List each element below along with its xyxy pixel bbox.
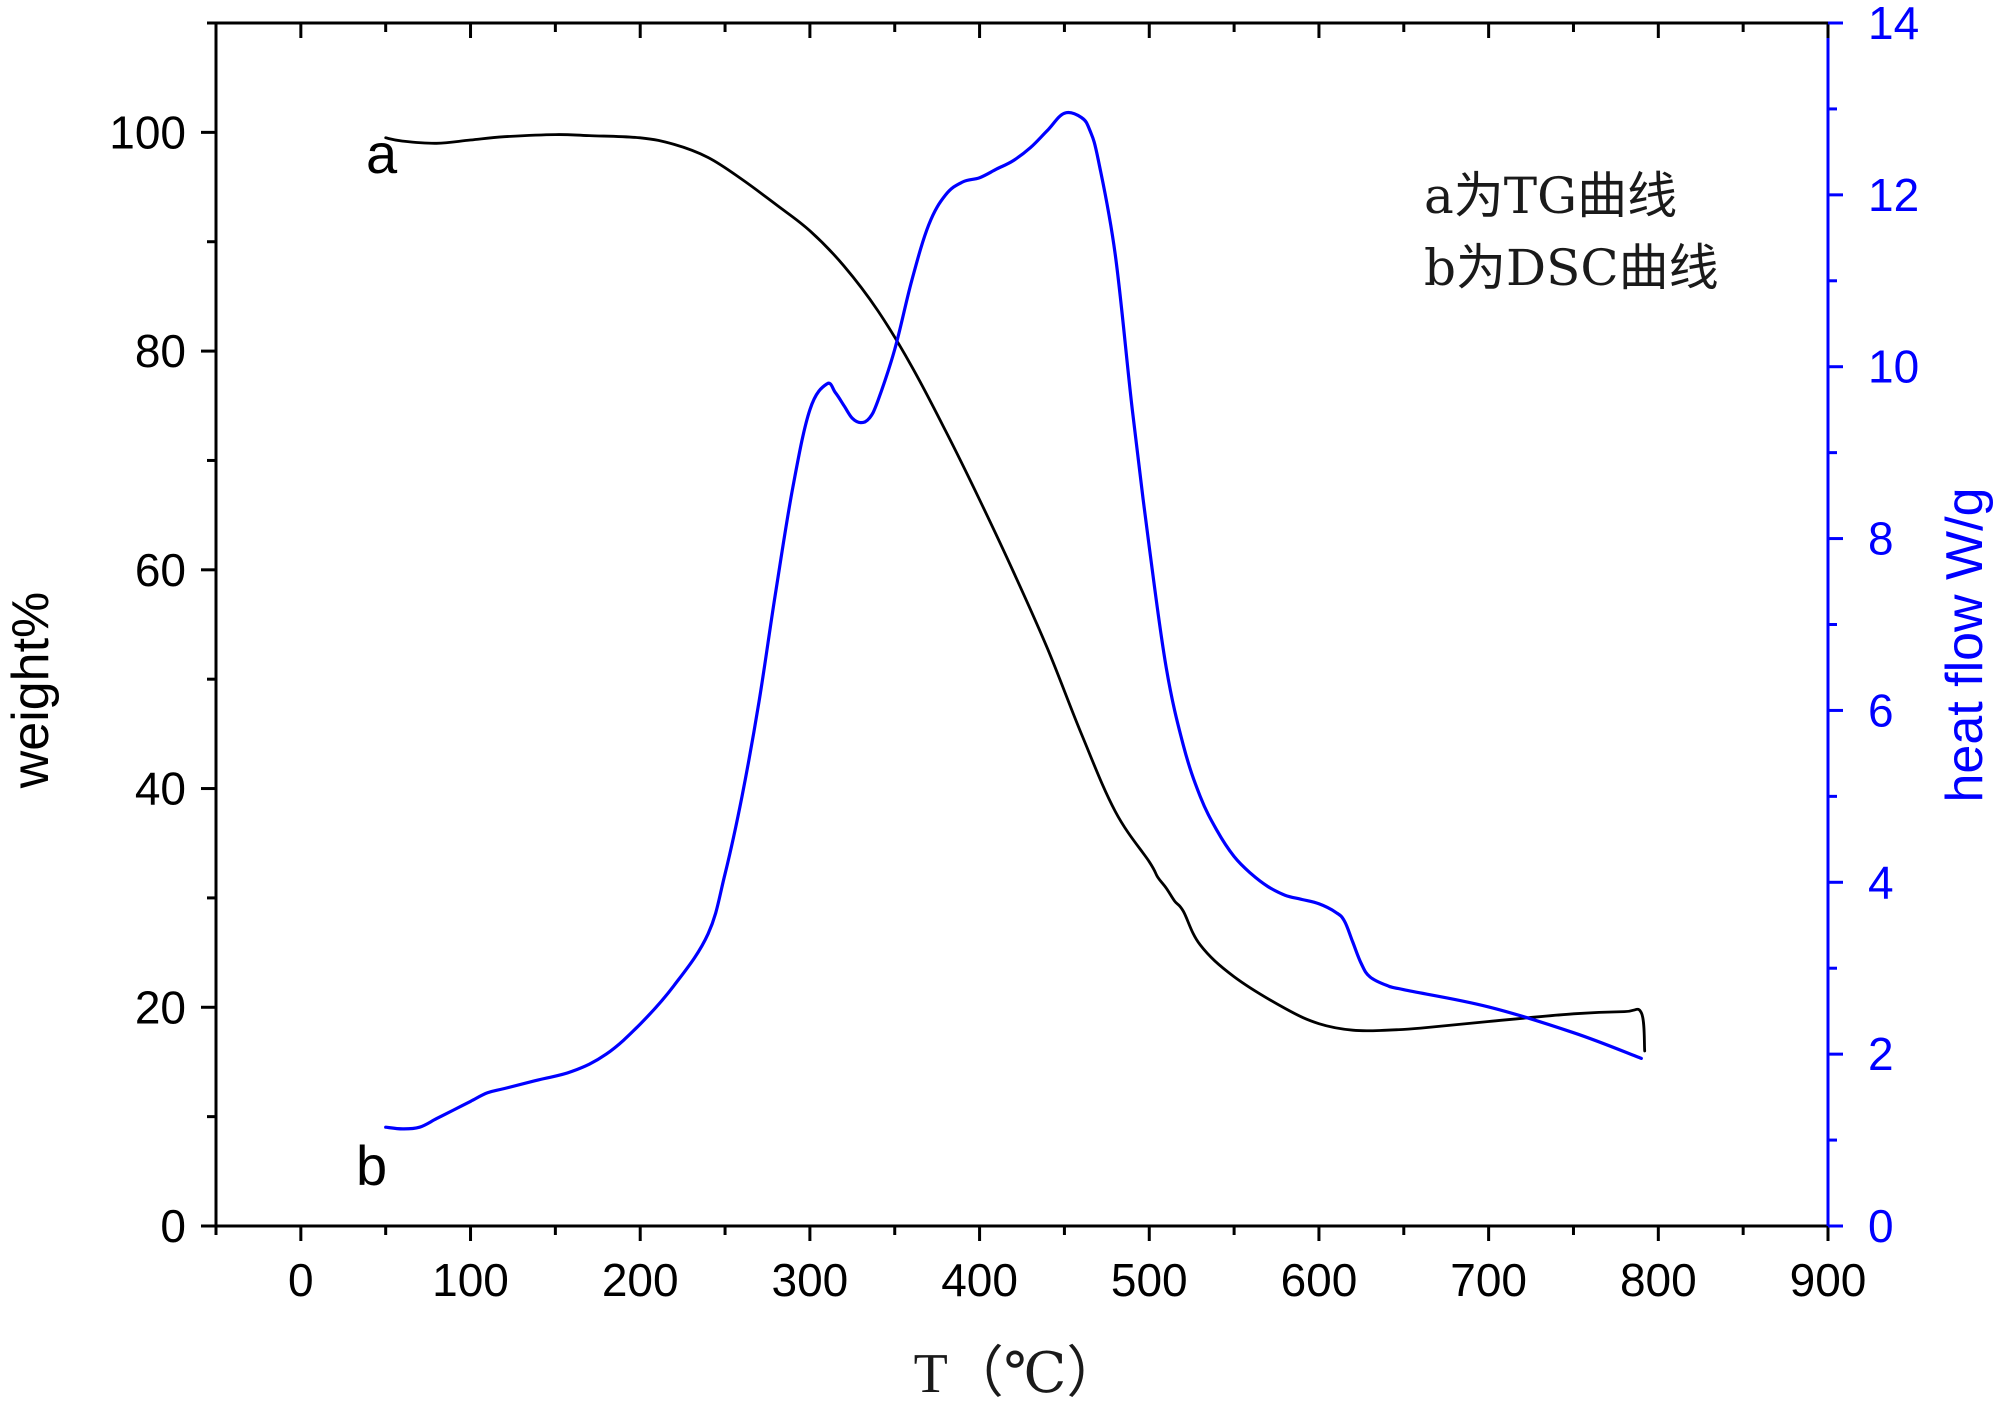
x-tick-label: 400 <box>941 1254 1018 1306</box>
y-right-tick-label: 10 <box>1868 341 1919 393</box>
y-right-axis-title: heat flow W/g <box>1936 487 1994 802</box>
tg-curve-line <box>384 133 1647 1053</box>
x-tick-label: 600 <box>1281 1254 1358 1306</box>
y-right-tick-label: 12 <box>1868 169 1919 221</box>
x-tick-label: 200 <box>602 1254 679 1306</box>
y-left-tick-label: 100 <box>109 106 186 158</box>
y-right-tick-label: 4 <box>1868 856 1894 908</box>
ticks-layer: 0 100 200 300 400 500 600 700 800 900020406080100… <box>109 0 1919 1306</box>
x-tick-label: 800 <box>1620 1254 1697 1306</box>
y-left-tick-label: 20 <box>135 981 186 1033</box>
y-right-tick-label: 0 <box>1868 1200 1894 1252</box>
y-left-tick-label: 60 <box>135 544 186 596</box>
y-right-tick-label: 14 <box>1868 0 1919 49</box>
x-tick-label: 900 <box>1790 1254 1867 1306</box>
y-left-axis-title: weight% <box>2 592 60 790</box>
x-tick-label: 300 <box>772 1254 849 1306</box>
x-tick-label: 100 <box>432 1254 509 1306</box>
x-tick-label: 700 <box>1450 1254 1527 1306</box>
y-left-tick-label: 80 <box>135 325 186 377</box>
y-right-tick-label: 8 <box>1868 513 1894 565</box>
dsc-curve-line <box>384 110 1643 1131</box>
curve-label-a: a <box>366 122 398 185</box>
y-right-tick-label: 6 <box>1868 684 1894 736</box>
y-left-tick-label: 40 <box>135 763 186 815</box>
annotation-dsc-curve: b为DSC曲线 <box>1424 239 1719 297</box>
x-tick-label: 0 <box>288 1254 314 1306</box>
y-right-tick-label: 2 <box>1868 1028 1894 1080</box>
curves-layer <box>384 110 1647 1131</box>
annotation-tg-curve: a为TG曲线 <box>1424 167 1677 225</box>
curve-label-b: b <box>356 1134 387 1197</box>
x-tick-label: 500 <box>1111 1254 1188 1306</box>
x-axis-title: T（℃） <box>914 1343 1123 1404</box>
y-left-tick-label: 0 <box>160 1200 186 1252</box>
